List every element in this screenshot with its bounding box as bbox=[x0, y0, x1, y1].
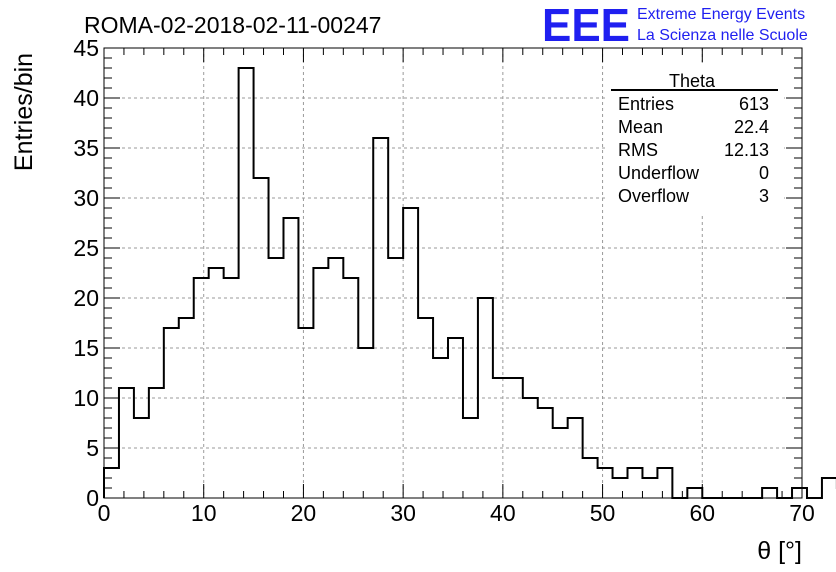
logo-line-1: Extreme Energy Events bbox=[637, 6, 805, 23]
stats-box: Theta Entries 613 Mean 22.4 RMS 12.13 Underflow… bbox=[606, 66, 784, 216]
histogram-bin bbox=[104, 468, 119, 498]
y-axis-label: Entries/bin bbox=[10, 53, 38, 171]
histogram-bin bbox=[687, 488, 702, 498]
histogram-bin bbox=[613, 478, 628, 498]
histogram-bin bbox=[179, 318, 194, 498]
histogram-bin bbox=[283, 218, 298, 498]
y-tick-label: 35 bbox=[73, 135, 99, 161]
histogram-bin bbox=[358, 348, 373, 498]
histogram-bin bbox=[298, 328, 313, 498]
run-title: ROMA-02-2018-02-11-00247 bbox=[84, 12, 381, 38]
histogram-bin bbox=[822, 478, 836, 498]
y-tick-labels: 0 5 10 15 20 25 30 35 40 45 bbox=[73, 35, 99, 511]
stats-label: Overflow bbox=[618, 186, 690, 206]
histogram-bin bbox=[568, 418, 583, 498]
histogram-bin bbox=[478, 298, 493, 498]
histogram-bin bbox=[598, 468, 613, 498]
histogram-bin bbox=[642, 478, 657, 498]
histogram-bin bbox=[403, 208, 418, 498]
x-tick-labels: 0 10 20 30 40 50 60 70 bbox=[98, 500, 815, 526]
histogram-bin bbox=[493, 378, 508, 498]
stats-value: 3 bbox=[759, 186, 769, 206]
histogram-bin bbox=[119, 388, 134, 498]
stats-value: 613 bbox=[739, 94, 769, 114]
histogram-bin bbox=[269, 258, 284, 498]
x-tick-label: 60 bbox=[689, 500, 715, 526]
y-tick-label: 15 bbox=[73, 335, 99, 361]
eee-logo: EEE Extreme Energy Events La Scienza nel… bbox=[542, 0, 808, 51]
histogram-bin bbox=[209, 268, 224, 498]
x-tick-label: 20 bbox=[291, 500, 317, 526]
histogram-bin bbox=[433, 358, 448, 498]
histogram-bin bbox=[523, 398, 538, 498]
y-tick-label: 0 bbox=[86, 485, 99, 511]
histogram-bin bbox=[583, 458, 598, 498]
y-tick-label: 45 bbox=[73, 35, 99, 61]
histogram-bin bbox=[628, 468, 643, 498]
y-tick-label: 25 bbox=[73, 235, 99, 261]
y-tick-label: 40 bbox=[73, 85, 99, 111]
stats-title: Theta bbox=[669, 71, 716, 91]
histogram-bin bbox=[388, 258, 403, 498]
x-axis-label: θ [°] bbox=[757, 537, 802, 565]
histogram-bin bbox=[149, 388, 164, 498]
stats-label: Entries bbox=[618, 94, 674, 114]
histogram-bin bbox=[762, 488, 777, 498]
histogram-bin bbox=[343, 278, 358, 498]
y-tick-label: 30 bbox=[73, 185, 99, 211]
histogram-bin bbox=[254, 178, 269, 498]
histogram-bin bbox=[373, 138, 388, 498]
plot-frame bbox=[103, 47, 803, 499]
histogram-bin bbox=[463, 418, 478, 498]
histogram-bin bbox=[134, 418, 149, 498]
histogram-bin bbox=[418, 318, 433, 498]
logo-line-2: La Scienza nelle Scuole bbox=[637, 27, 808, 44]
stats-label: RMS bbox=[618, 140, 658, 160]
x-tick-label: 0 bbox=[98, 500, 111, 526]
y-tick-label: 20 bbox=[73, 285, 99, 311]
histogram-bin bbox=[553, 428, 568, 498]
stats-value: 12.13 bbox=[724, 140, 769, 160]
histogram-bin bbox=[448, 338, 463, 498]
x-tick-label: 50 bbox=[590, 500, 616, 526]
histogram-bin bbox=[164, 328, 179, 498]
stats-value: 22.4 bbox=[734, 117, 769, 137]
x-tick-label: 70 bbox=[789, 500, 815, 526]
stats-value: 0 bbox=[759, 163, 769, 183]
histogram-bin bbox=[657, 468, 672, 498]
x-tick-label: 40 bbox=[490, 500, 516, 526]
histogram-bin bbox=[792, 488, 807, 498]
histogram-bin bbox=[328, 258, 343, 498]
logo-eee-text: EEE bbox=[542, 0, 630, 51]
stats-label: Underflow bbox=[618, 163, 700, 183]
x-tick-label: 10 bbox=[191, 500, 217, 526]
histogram-bin bbox=[224, 278, 239, 498]
y-tick-label: 10 bbox=[73, 385, 99, 411]
histogram-bin bbox=[239, 68, 254, 498]
y-tick-label: 5 bbox=[86, 435, 99, 461]
histogram-bin bbox=[538, 408, 553, 498]
histogram-bin bbox=[313, 268, 328, 498]
histogram-bin bbox=[194, 278, 209, 498]
stats-label: Mean bbox=[618, 117, 663, 137]
x-tick-label: 30 bbox=[390, 500, 416, 526]
histogram-bin bbox=[508, 378, 523, 498]
